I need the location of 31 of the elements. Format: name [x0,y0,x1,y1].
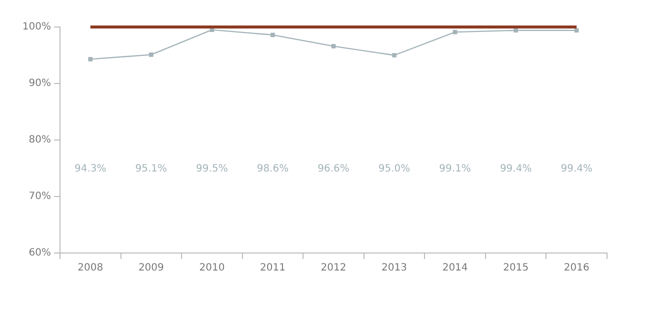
text: 99.4% [500,164,532,175]
x-tick-label: 2016 [564,262,590,274]
point [88,57,93,62]
y-tick-label: 80% [28,134,51,146]
point [392,53,396,58]
y-tick-label: 60% [28,248,51,259]
text: 99.1% [439,164,471,175]
text: 96.6% [318,164,350,175]
x-tick-label: 2014 [442,262,468,274]
x-tick-label: 2010 [199,262,225,274]
point [514,28,518,33]
x-tick-label: 2009 [138,262,164,274]
x-tick-label: 2012 [320,262,346,274]
text: 99.4% [560,164,592,175]
x-tick-label: 2008 [78,262,104,274]
text: 95.1% [135,164,168,175]
point [331,44,336,48]
y-tick-label: 70% [28,191,51,202]
y-tick-label: 100% [22,22,51,33]
text: 99.5% [196,164,228,175]
x-tick-label: 2013 [382,262,408,274]
text: 98.6% [256,164,289,175]
text: 95.0% [378,164,410,175]
point [452,30,458,34]
y-tick-label: 90% [28,78,51,90]
point [270,32,275,38]
point [149,52,154,57]
x-tick-label: 2011 [260,262,286,274]
x-tick-label: 2015 [503,262,529,274]
text: 94.3% [74,164,106,175]
point [574,28,579,33]
